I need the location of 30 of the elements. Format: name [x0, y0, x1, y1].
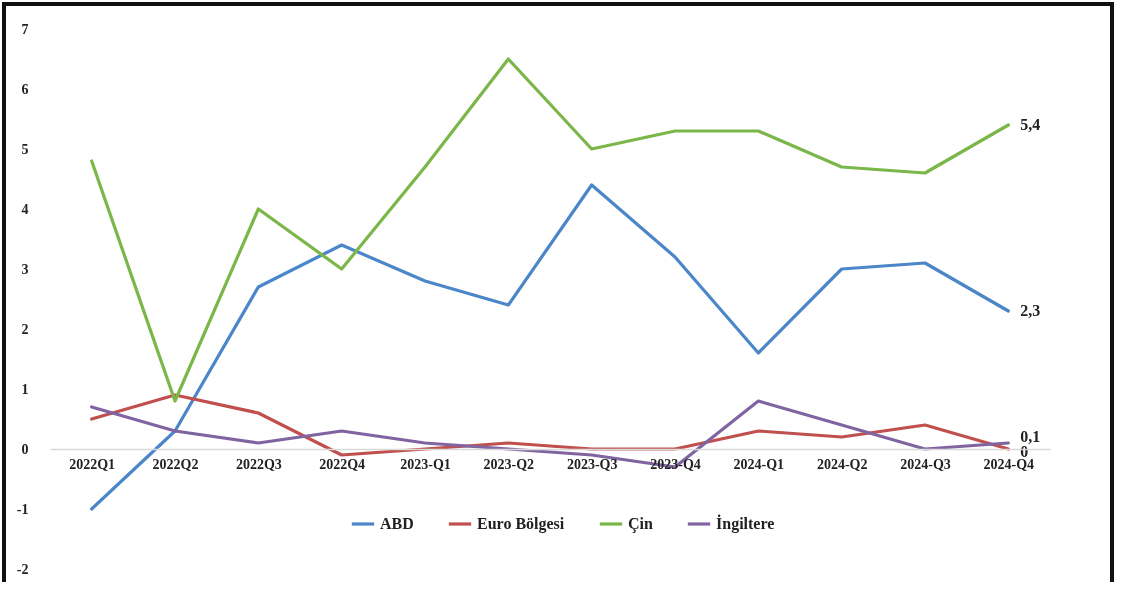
y-tick-label: 1	[21, 381, 29, 397]
y-tick-label: 2	[21, 321, 29, 337]
data-label: 5,4	[1020, 116, 1041, 133]
data-label: 2,3	[1020, 302, 1041, 319]
line-series	[90, 57, 1010, 403]
x-tick-label: 2022Q3	[235, 456, 282, 472]
y-tick-label: 4	[21, 201, 29, 217]
legend-label: Çin	[628, 515, 653, 533]
x-tick-label: 2024-Q4	[983, 456, 1035, 472]
x-tick-label: 2024-Q3	[900, 456, 951, 472]
legend-label: İngiltere	[716, 514, 775, 533]
data-label: 0,1	[1020, 428, 1041, 445]
x-tick-label: 2024-Q2	[816, 456, 868, 472]
x-tick-label: 2023-Q2	[483, 456, 535, 472]
y-tick-label: 7	[21, 21, 29, 37]
y-tick-label: 6	[21, 81, 29, 97]
x-tick-label: 2023-Q1	[400, 456, 451, 472]
line-series	[90, 393, 1010, 457]
x-tick-label: 2022Q1	[69, 456, 116, 472]
legend-label: Euro Bölgesi	[477, 515, 565, 533]
y-tick-label: -2	[16, 561, 29, 577]
y-tick-label: 3	[21, 261, 29, 277]
x-tick-label: 2022Q4	[319, 456, 366, 472]
x-tick-label: 2024-Q1	[733, 456, 785, 472]
y-tick-label: 0	[21, 441, 29, 457]
legend-label: ABD	[380, 515, 414, 532]
y-tick-label: 5	[21, 141, 29, 157]
x-tick-label: 2023-Q3	[566, 456, 618, 472]
y-tick-label: -1	[16, 501, 29, 517]
x-tick-label: 2022Q2	[152, 456, 199, 472]
